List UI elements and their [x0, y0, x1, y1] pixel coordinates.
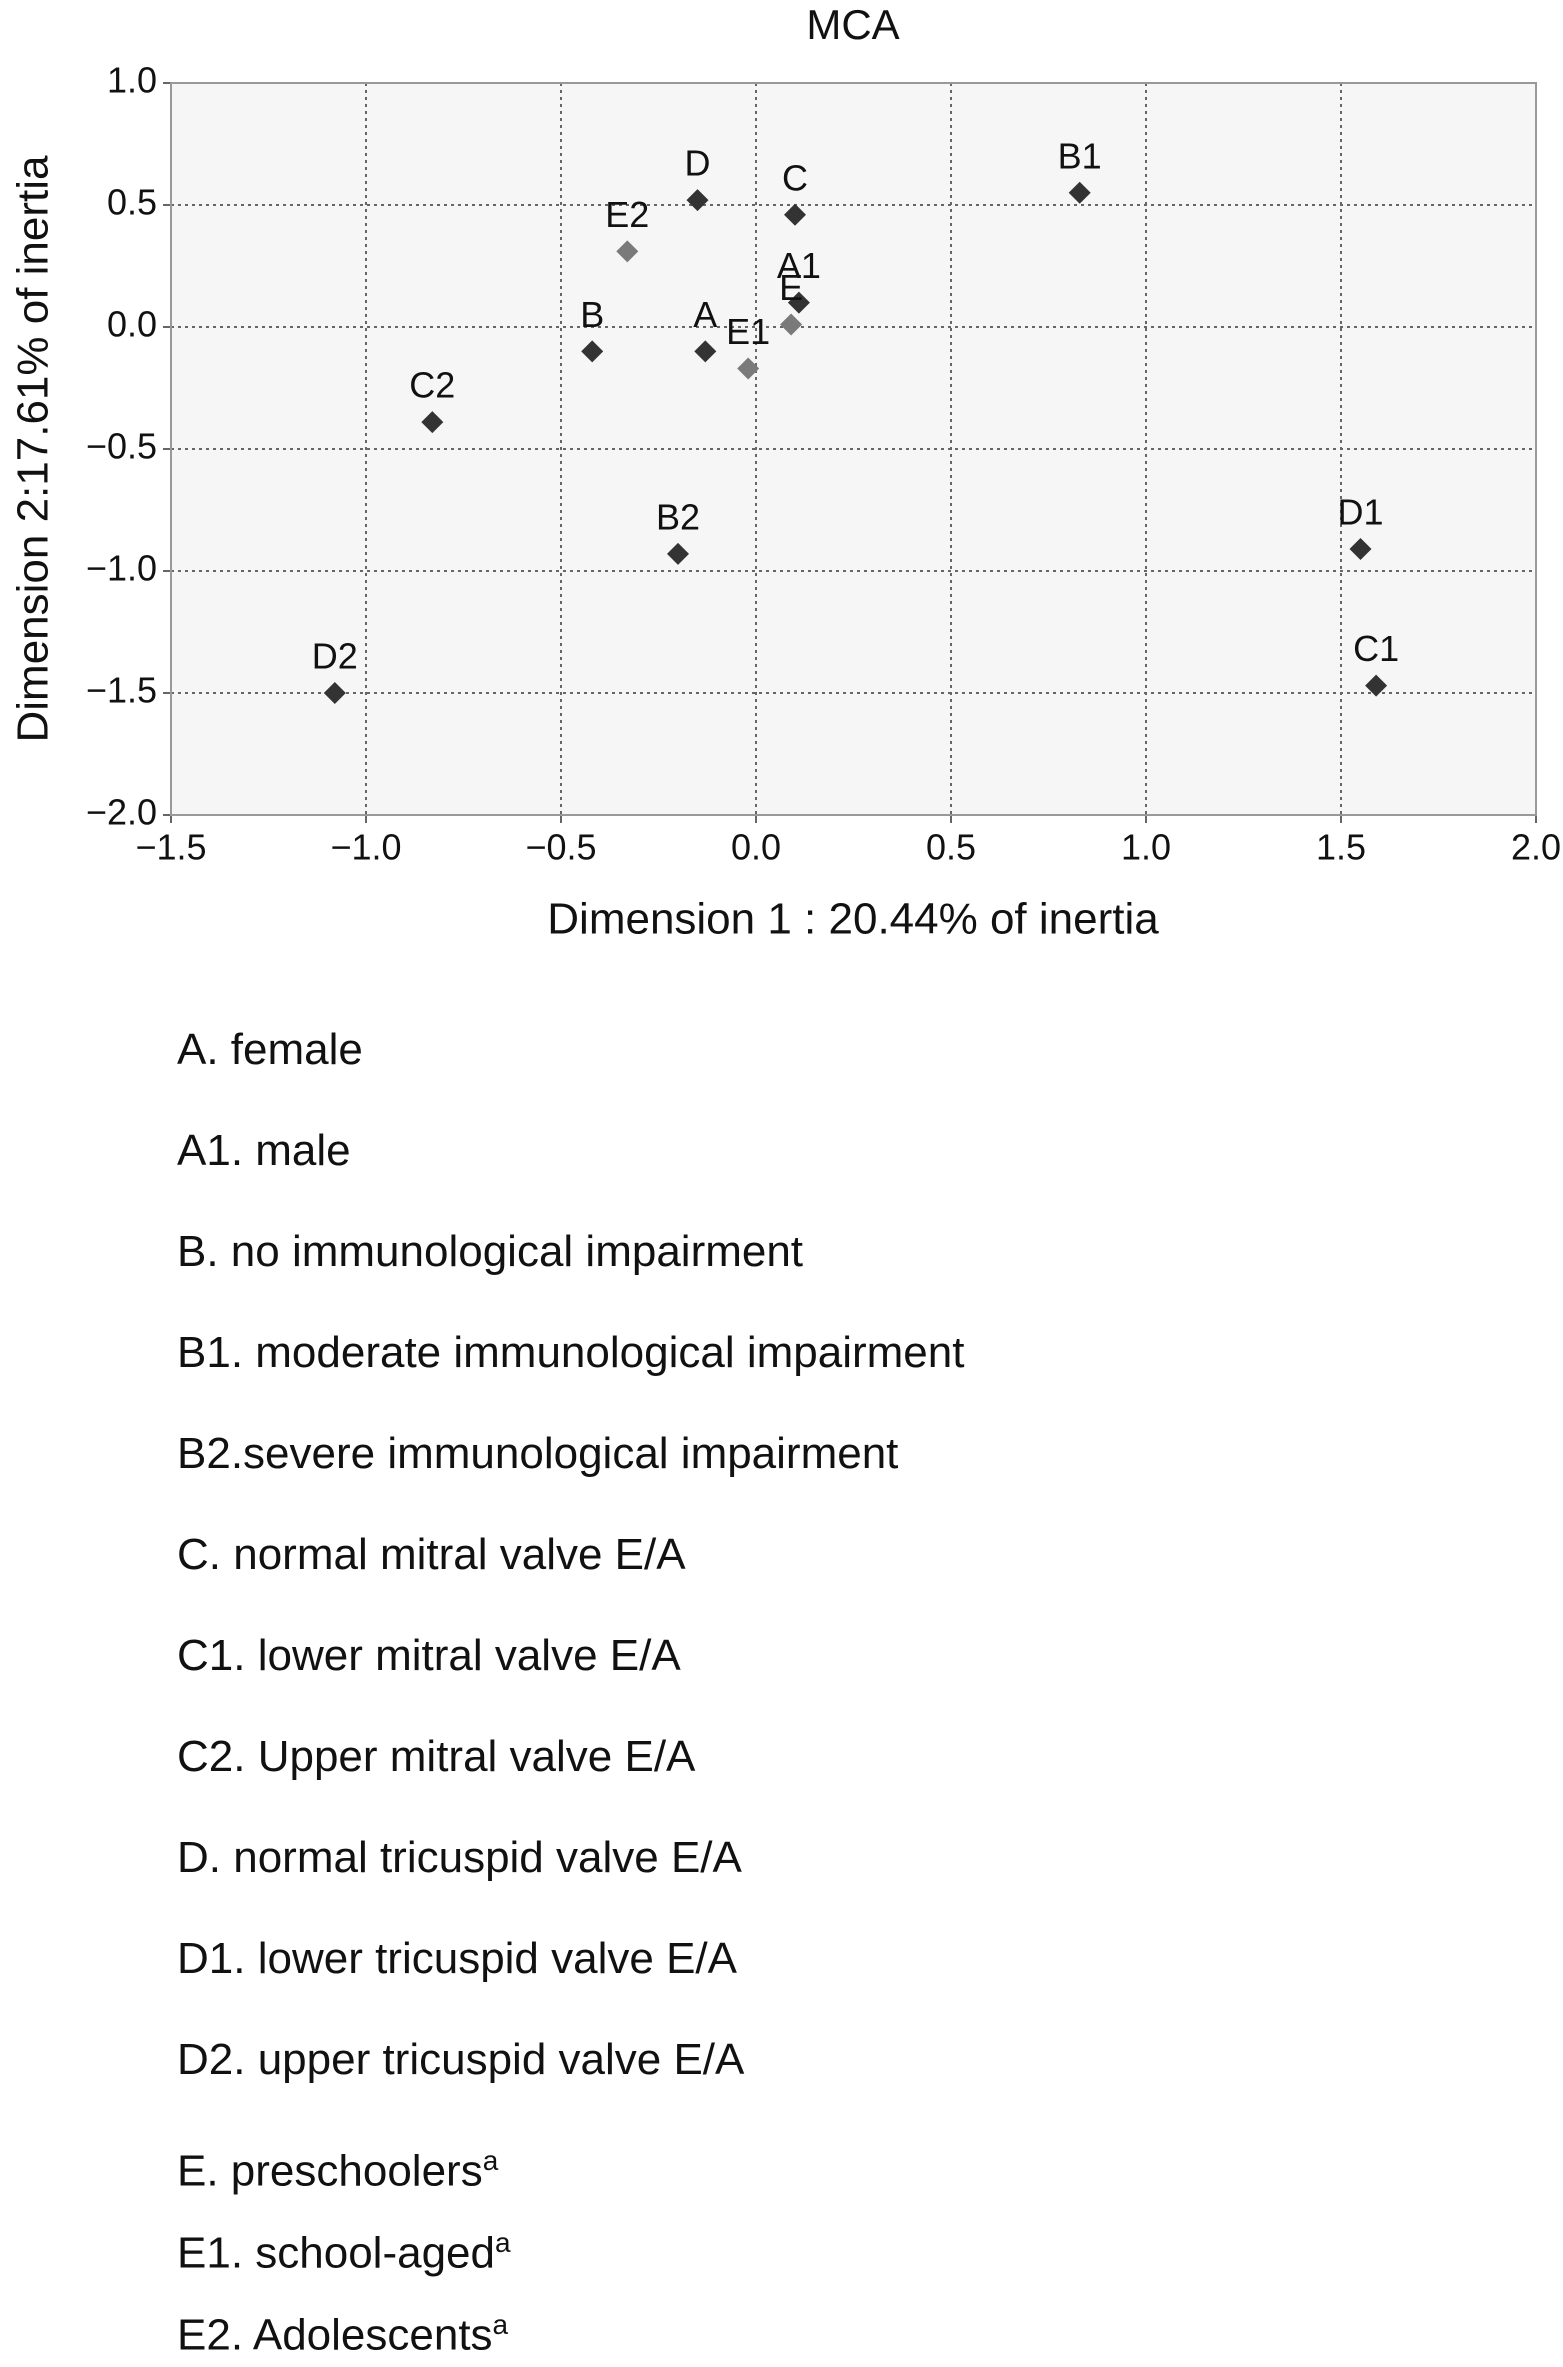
x-tick-label: −1.5: [135, 827, 206, 868]
point-label: C1: [1353, 628, 1399, 669]
note-text: A. female: [177, 1025, 363, 1074]
y-tick-label: −0.5: [86, 426, 157, 467]
point-marker: [1068, 181, 1091, 204]
point-marker: [686, 189, 709, 212]
point-marker: [1365, 674, 1388, 697]
note-item: A1. male: [177, 1121, 964, 1222]
point-marker: [1349, 538, 1372, 561]
note-item: E2. Adolescentsa: [177, 2295, 964, 2367]
point-label: E2: [605, 194, 649, 235]
point-marker: [421, 411, 444, 434]
x-tick-label: 0.5: [926, 827, 976, 868]
note-text: E1. school-aged: [177, 2228, 495, 2278]
note-text: D2. upper tricuspid valve E/A: [177, 2035, 745, 2084]
note-item: B. no immunological impairment: [177, 1222, 964, 1323]
note-item: A. female: [177, 1020, 964, 1121]
y-tick-label: −2.0: [86, 792, 157, 833]
point-label: A: [693, 294, 717, 335]
note-superscript: a: [495, 2227, 511, 2258]
y-tick-label: 0.5: [107, 182, 157, 223]
note-text: C2. Upper mitral valve E/A: [177, 1732, 696, 1781]
note-item: B2.severe immunological impairment: [177, 1424, 964, 1525]
point-label: D1: [1337, 492, 1383, 533]
point-marker: [581, 340, 604, 363]
point-label: C: [782, 157, 808, 198]
point-marker: [780, 313, 803, 336]
chart: MCA Dimension 1 : 20.44% of inertia Dime…: [9, 1, 1561, 944]
plot-area: [170, 82, 1537, 816]
note-item: C1. lower mitral valve E/A: [177, 1626, 964, 1727]
note-item: E. preschoolersa: [177, 2131, 964, 2213]
note-text: E. preschoolers: [177, 2146, 483, 2196]
note-text: A1. male: [177, 1126, 351, 1175]
point-label: B2: [656, 496, 700, 537]
x-tick-label: 1.5: [1316, 827, 1366, 868]
note-text: D1. lower tricuspid valve E/A: [177, 1934, 737, 1983]
note-item: C2. Upper mitral valve E/A: [177, 1727, 964, 1828]
note-text: C1. lower mitral valve E/A: [177, 1631, 681, 1680]
note-text: C. normal mitral valve E/A: [177, 1530, 686, 1579]
note-text: B. no immunological impairment: [177, 1227, 804, 1276]
note-item: D2. upper tricuspid valve E/A: [177, 2030, 964, 2131]
point-label: B1: [1058, 135, 1102, 176]
point-marker: [737, 357, 760, 380]
point-marker: [616, 240, 639, 263]
note-superscript: a: [482, 2145, 499, 2176]
x-tick-label: −0.5: [525, 827, 596, 868]
x-tick-label: −1.0: [330, 827, 401, 868]
point-label: D: [685, 143, 711, 184]
y-tick-label: 1.0: [107, 60, 157, 101]
legend-notes: A. female A1. male B. no immunological imp…: [177, 1020, 964, 2367]
x-tick-label: 2.0: [1511, 827, 1561, 868]
y-tick-label: −1.0: [86, 548, 157, 589]
y-tick-label: −1.5: [86, 670, 157, 711]
note-item: D. normal tricuspid valve E/A: [177, 1828, 964, 1929]
x-axis-label: Dimension 1 : 20.44% of inertia: [547, 895, 1159, 944]
point-marker: [787, 291, 810, 314]
note-item: D1. lower tricuspid valve E/A: [177, 1929, 964, 2030]
x-tick-label: 0.0: [731, 827, 781, 868]
point-marker: [323, 682, 346, 704]
note-superscript: a: [492, 2309, 509, 2340]
note-item: C. normal mitral valve E/A: [177, 1525, 964, 1626]
y-axis-label: Dimension 2:17.61% of inertia: [9, 155, 58, 743]
note-text: B1. moderate immunological impairment: [177, 1328, 965, 1377]
point-marker: [784, 203, 806, 226]
point-label: E: [779, 267, 803, 308]
x-tick-label: 1.0: [1121, 827, 1171, 868]
point-label: A1: [777, 245, 821, 286]
chart-title: MCA: [806, 1, 899, 48]
note-item: E1. school-ageda: [177, 2213, 964, 2295]
note-text: E2. Adolescents: [177, 2310, 493, 2360]
point-marker: [694, 340, 717, 363]
y-tick-label: 0.0: [107, 304, 157, 345]
note-text: B2.severe immunological impairment: [177, 1429, 899, 1478]
note-text: D. normal tricuspid valve E/A: [177, 1833, 742, 1882]
plot-border: [170, 82, 1537, 816]
point-label: E1: [726, 311, 770, 352]
point-label: D2: [312, 636, 358, 677]
point-label: B: [580, 294, 604, 335]
point-label: C2: [409, 365, 455, 406]
point-marker: [667, 542, 689, 565]
note-item: B1. moderate immunological impairment: [177, 1323, 964, 1424]
